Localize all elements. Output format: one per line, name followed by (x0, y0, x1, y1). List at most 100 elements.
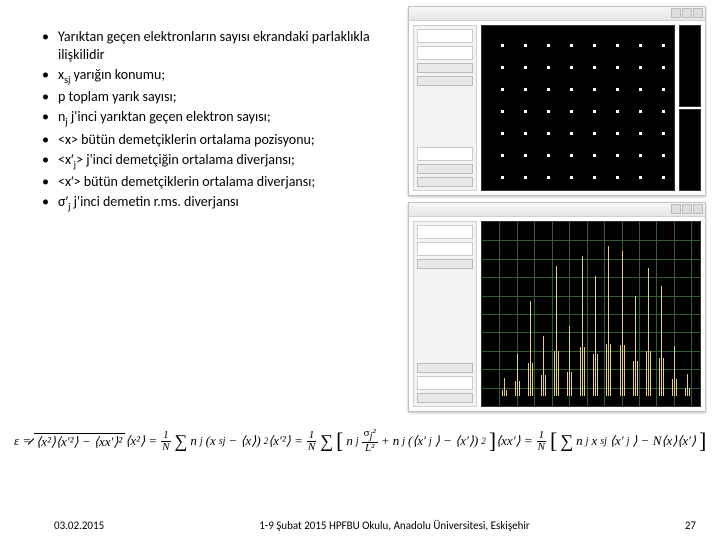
spectrum-peak (519, 381, 520, 396)
scatter-dot (570, 154, 573, 157)
scatter-dot (639, 132, 642, 135)
scatter-dot (639, 44, 642, 47)
spectrum-peak (650, 351, 651, 396)
spectrum-peak (672, 379, 673, 397)
scatter-dot (616, 88, 619, 91)
scatter-dot (662, 44, 665, 47)
scatter-dot (639, 110, 642, 113)
scatter-dot (593, 88, 596, 91)
spectrum-peak (530, 301, 531, 396)
spectrum-peak (646, 351, 647, 396)
panel-button[interactable] (417, 393, 473, 403)
spectrum-peak (648, 268, 649, 396)
panel-field[interactable] (417, 147, 473, 161)
grid-line (587, 222, 588, 406)
right-strip (679, 25, 701, 191)
bullet-item: <x′j> j'inci demetçiğin ortalama diverja… (40, 151, 400, 172)
spectrum-peak (504, 378, 505, 396)
scatter-dot (616, 110, 619, 113)
spectrum-peak (593, 354, 594, 396)
grid-line (482, 351, 700, 352)
bullet-item: nj j'inci yarıktan geçen elektron sayısı… (40, 108, 400, 129)
formula-row: ε = ⟨x²⟩⟨x′²⟩ − ⟨xx′⟩² ⟨x²⟩ = 1N ∑ nj (x… (14, 428, 706, 454)
scatter-dot (547, 110, 550, 113)
scatter-dot (593, 132, 596, 135)
bullet-item: xsj yarığın konumu; (40, 66, 400, 87)
bullet-item: <x> bütün demetçiklerin ortalama pozisyo… (40, 131, 400, 149)
min-button[interactable] (671, 8, 681, 18)
panel-button[interactable] (417, 164, 473, 174)
scatter-dot (570, 66, 573, 69)
panel-field[interactable] (417, 242, 473, 256)
spectrum-peak (595, 276, 596, 396)
strip-panel (679, 109, 701, 191)
spectrum-peak (633, 361, 634, 396)
spectrum-peak (571, 372, 572, 397)
scatter-dot (593, 66, 596, 69)
spectrum-peak (506, 390, 507, 396)
scatter-dot (662, 66, 665, 69)
formula-x2: ⟨x²⟩ = 1N ∑ nj (xsj − ⟨x⟩)2 (125, 430, 268, 453)
spectrum-peak (622, 251, 623, 396)
max-button[interactable] (682, 8, 692, 18)
scatter-dot (547, 176, 550, 179)
panel-button[interactable] (417, 259, 473, 269)
max-button[interactable] (682, 204, 692, 214)
spectrum-peak (556, 266, 557, 396)
spectrum-peak (584, 347, 585, 396)
grid-line (499, 222, 500, 406)
strip-panel (679, 25, 701, 107)
spectrum-peak (685, 388, 686, 396)
scatter-dot (524, 66, 527, 69)
spectrum-peak (580, 347, 581, 396)
grid-line (482, 296, 700, 297)
panel-field[interactable] (417, 46, 473, 60)
window-bottom (408, 202, 706, 412)
bullet-list: Yarıktan geçen elektronların sayısı ekra… (40, 28, 400, 412)
close-button[interactable] (693, 8, 703, 18)
scatter-dot (639, 176, 642, 179)
min-button[interactable] (671, 204, 681, 214)
panel-button[interactable] (417, 177, 473, 187)
window-body (409, 21, 705, 195)
scatter-dot (547, 66, 550, 69)
window-top (408, 6, 706, 196)
scatter-dot (639, 88, 642, 91)
spectrum-peak (567, 372, 568, 397)
panel-button[interactable] (417, 363, 473, 373)
grid-line (482, 314, 700, 315)
panel-field[interactable] (417, 376, 473, 390)
scatter-dot (547, 132, 550, 135)
bullet-item: p toplam yarık sayısı; (40, 88, 400, 106)
panel-button[interactable] (417, 63, 473, 73)
scatter-dot (524, 176, 527, 179)
page-number: 27 (685, 519, 696, 532)
spectrum-peak (597, 354, 598, 396)
spectrum-peak (606, 344, 607, 397)
close-button[interactable] (693, 204, 703, 214)
scatter-dot (593, 154, 596, 157)
grid-line (604, 222, 605, 406)
scatter-dot (570, 44, 573, 47)
scatter-dot (616, 44, 619, 47)
side-panel (413, 221, 477, 407)
grid-line (552, 222, 553, 406)
scatter-dot (547, 88, 550, 91)
bullet-item: Yarıktan geçen elektronların sayısı ekra… (40, 28, 400, 64)
scatter-dot (524, 44, 527, 47)
scatter-dot (639, 66, 642, 69)
screenshot-column (408, 28, 710, 412)
formula-epsilon: ε = ⟨x²⟩⟨x′²⟩ − ⟨xx′⟩² (14, 433, 125, 450)
panel-field[interactable] (417, 225, 473, 239)
bullet-item: <x′> bütün demetçiklerin ortalama diverj… (40, 173, 400, 191)
titlebar (409, 7, 705, 21)
spectrum-peak (620, 345, 621, 396)
spectrum-peak (661, 286, 662, 396)
spectrum-peak (558, 351, 559, 397)
panel-button[interactable] (417, 76, 473, 86)
footer-event: 1-9 Şubat 2015 HPFBU Okulu, Anadolu Üniv… (104, 519, 685, 532)
scatter-dot (524, 154, 527, 157)
panel-field[interactable] (417, 29, 473, 43)
spectrum-peak (569, 326, 570, 396)
spectrum-peak (545, 375, 546, 396)
